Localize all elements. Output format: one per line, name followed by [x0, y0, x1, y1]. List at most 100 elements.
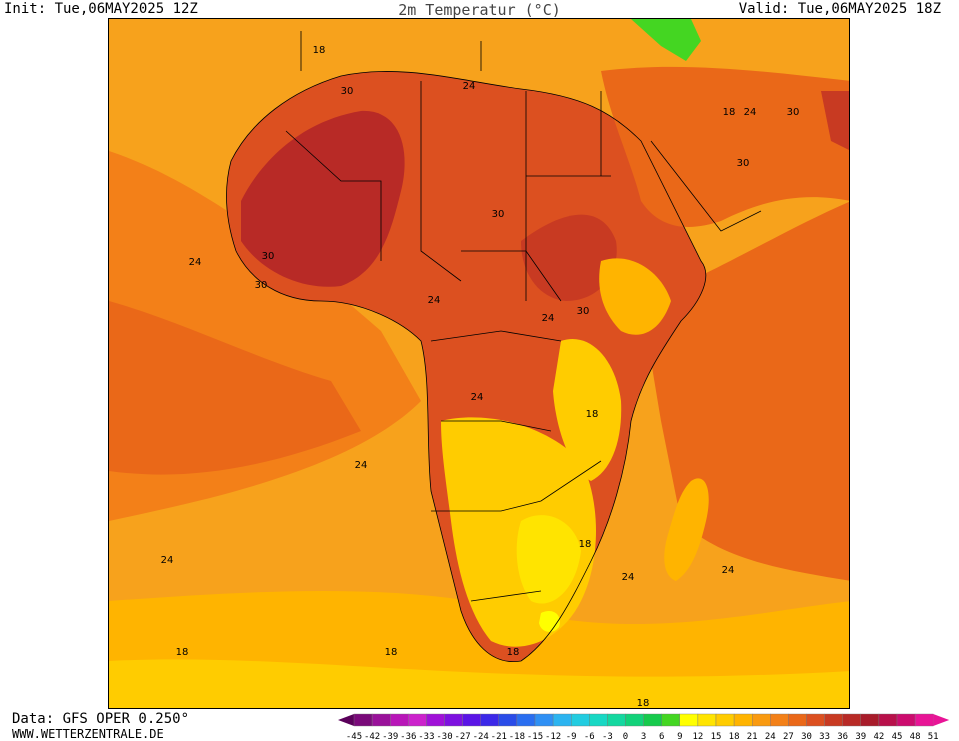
map-canvas: 18 30 24 18 24 30 30 30 24 30 30 24 24 30 24 18 24 18 24 24…	[109, 19, 849, 709]
color-scale-label: -30	[436, 732, 452, 741]
color-scale-cell	[661, 713, 681, 727]
east-african-highlands	[553, 339, 622, 481]
color-scale-label: -3	[602, 732, 613, 741]
contour-label: 30	[787, 107, 800, 118]
contour-label: 30	[737, 158, 750, 169]
data-source-label: Data: GFS OPER 0.250°	[12, 711, 190, 727]
color-scale-cell	[480, 713, 499, 727]
color-scale-cell	[462, 713, 481, 727]
color-scale-cell	[679, 713, 699, 727]
color-scale-arrow-right	[933, 714, 950, 726]
temperature-map[interactable]: 18 30 24 18 24 30 30 30 24 30 30 24 24 30 24 18 24 18 24 24…	[108, 18, 850, 709]
sudan-hot-core	[521, 214, 617, 301]
color-scale-cells	[338, 713, 950, 727]
color-scale-cell	[516, 713, 536, 727]
color-scale-cell	[371, 713, 391, 727]
color-scale-cell	[643, 713, 662, 727]
southern-ocean-cooler	[109, 659, 849, 708]
color-scale-label: 9	[677, 732, 682, 741]
contour-label: 30	[262, 251, 275, 262]
color-scale-label: -21	[491, 732, 507, 741]
atlantic-warmer-band	[109, 301, 361, 475]
contour-label: 18	[586, 409, 599, 420]
color-scale-label: 6	[659, 732, 664, 741]
init-time-label: Init: Tue,06MAY2025 12Z	[4, 1, 198, 17]
contour-label: 30	[577, 306, 590, 317]
color-scale-cell	[408, 713, 427, 727]
contour-label: 24	[471, 392, 484, 403]
color-scale-cell	[914, 713, 934, 727]
europe-region	[281, 19, 849, 76]
contour-label: 24	[189, 257, 202, 268]
color-scale-cell	[860, 713, 880, 727]
iran-hot-spot	[821, 91, 849, 150]
contour-label: 24	[744, 107, 757, 118]
color-scale-cell	[589, 713, 608, 727]
contour-labels: 18 30 24 18 24 30 30 30 24 30 30 24 24 30 24 18 24 18 24 24…	[161, 45, 800, 709]
color-scale-label: 42	[873, 732, 884, 741]
contour-label: 18	[313, 45, 326, 56]
color-scale-cell	[625, 713, 644, 727]
color-scale-cell	[715, 713, 735, 727]
color-scale-label: 30	[801, 732, 812, 741]
country-borders	[226, 31, 762, 663]
contour-label: 24	[161, 555, 174, 566]
sahara-hot-core-west	[241, 110, 405, 287]
arabia-region	[601, 66, 849, 227]
color-scale-label: 45	[892, 732, 903, 741]
color-scale-cell	[896, 713, 916, 727]
contour-label: 18	[385, 647, 398, 658]
color-scale-label: -39	[382, 732, 398, 741]
color-scale-label: -6	[584, 732, 595, 741]
color-scale-label: 27	[783, 732, 794, 741]
color-scale-label: -27	[454, 732, 470, 741]
color-scale-cell	[390, 713, 409, 727]
color-scale-label: -33	[418, 732, 434, 741]
color-scale-label: 0	[623, 732, 628, 741]
contour-label: 24	[463, 81, 476, 92]
contour-label: 18	[579, 539, 592, 550]
map-title: 2m Temperatur (°C)	[398, 1, 561, 19]
contour-label: 30	[255, 280, 268, 291]
cold-spot-caucasus	[631, 19, 701, 61]
color-scale-label: 39	[855, 732, 866, 741]
contour-label: 24	[622, 572, 635, 583]
contour-label: 18	[637, 698, 650, 709]
color-scale-cell	[353, 713, 373, 727]
color-scale-label: 51	[928, 732, 939, 741]
color-scale-label: -45	[346, 732, 362, 741]
contour-label: 18	[176, 647, 189, 658]
color-scale-cell	[770, 713, 789, 727]
color-scale-arrow-left	[338, 714, 354, 726]
color-scale-label: -42	[364, 732, 380, 741]
color-scale-cell	[824, 713, 843, 727]
color-scale-label: -12	[545, 732, 561, 741]
site-label: WWW.WETTERZENTRALE.DE	[12, 727, 164, 741]
color-scale-label: 18	[729, 732, 740, 741]
color-scale-label: 48	[910, 732, 921, 741]
color-scale-label: 21	[747, 732, 758, 741]
color-scale-label: -18	[509, 732, 525, 741]
color-scale-cell	[426, 713, 445, 727]
color-scale-label: 15	[711, 732, 722, 741]
color-scale-label: 3	[641, 732, 646, 741]
color-scale-cell	[534, 713, 554, 727]
valid-time-label: Valid: Tue,06MAY2025 18Z	[738, 1, 941, 17]
color-scale-bar: -45 -42 -39 -36 -33 -30 -27 -24 -21 -18 -15 -12 -9 -6…	[338, 713, 950, 741]
color-scale-cell	[498, 713, 518, 727]
color-scale-labels: -45 -42 -39 -36 -33 -30 -27 -24 -21 -18 -15 -12 -9 -6…	[346, 732, 939, 741]
color-scale-label: 24	[765, 732, 776, 741]
color-scale-cell	[842, 713, 862, 727]
color-scale-cell	[806, 713, 825, 727]
contour-label: 18	[723, 107, 736, 118]
highveld-cool	[516, 515, 581, 604]
color-scale-cell	[697, 713, 717, 727]
contour-label: 24	[722, 565, 735, 576]
color-scale-label: -15	[527, 732, 543, 741]
color-scale-label: -36	[400, 732, 416, 741]
color-scale-cell	[607, 713, 626, 727]
color-scale-cell	[552, 713, 572, 727]
color-scale-label: 12	[692, 732, 703, 741]
contour-label: 24	[355, 460, 368, 471]
color-scale-cell	[752, 713, 771, 727]
